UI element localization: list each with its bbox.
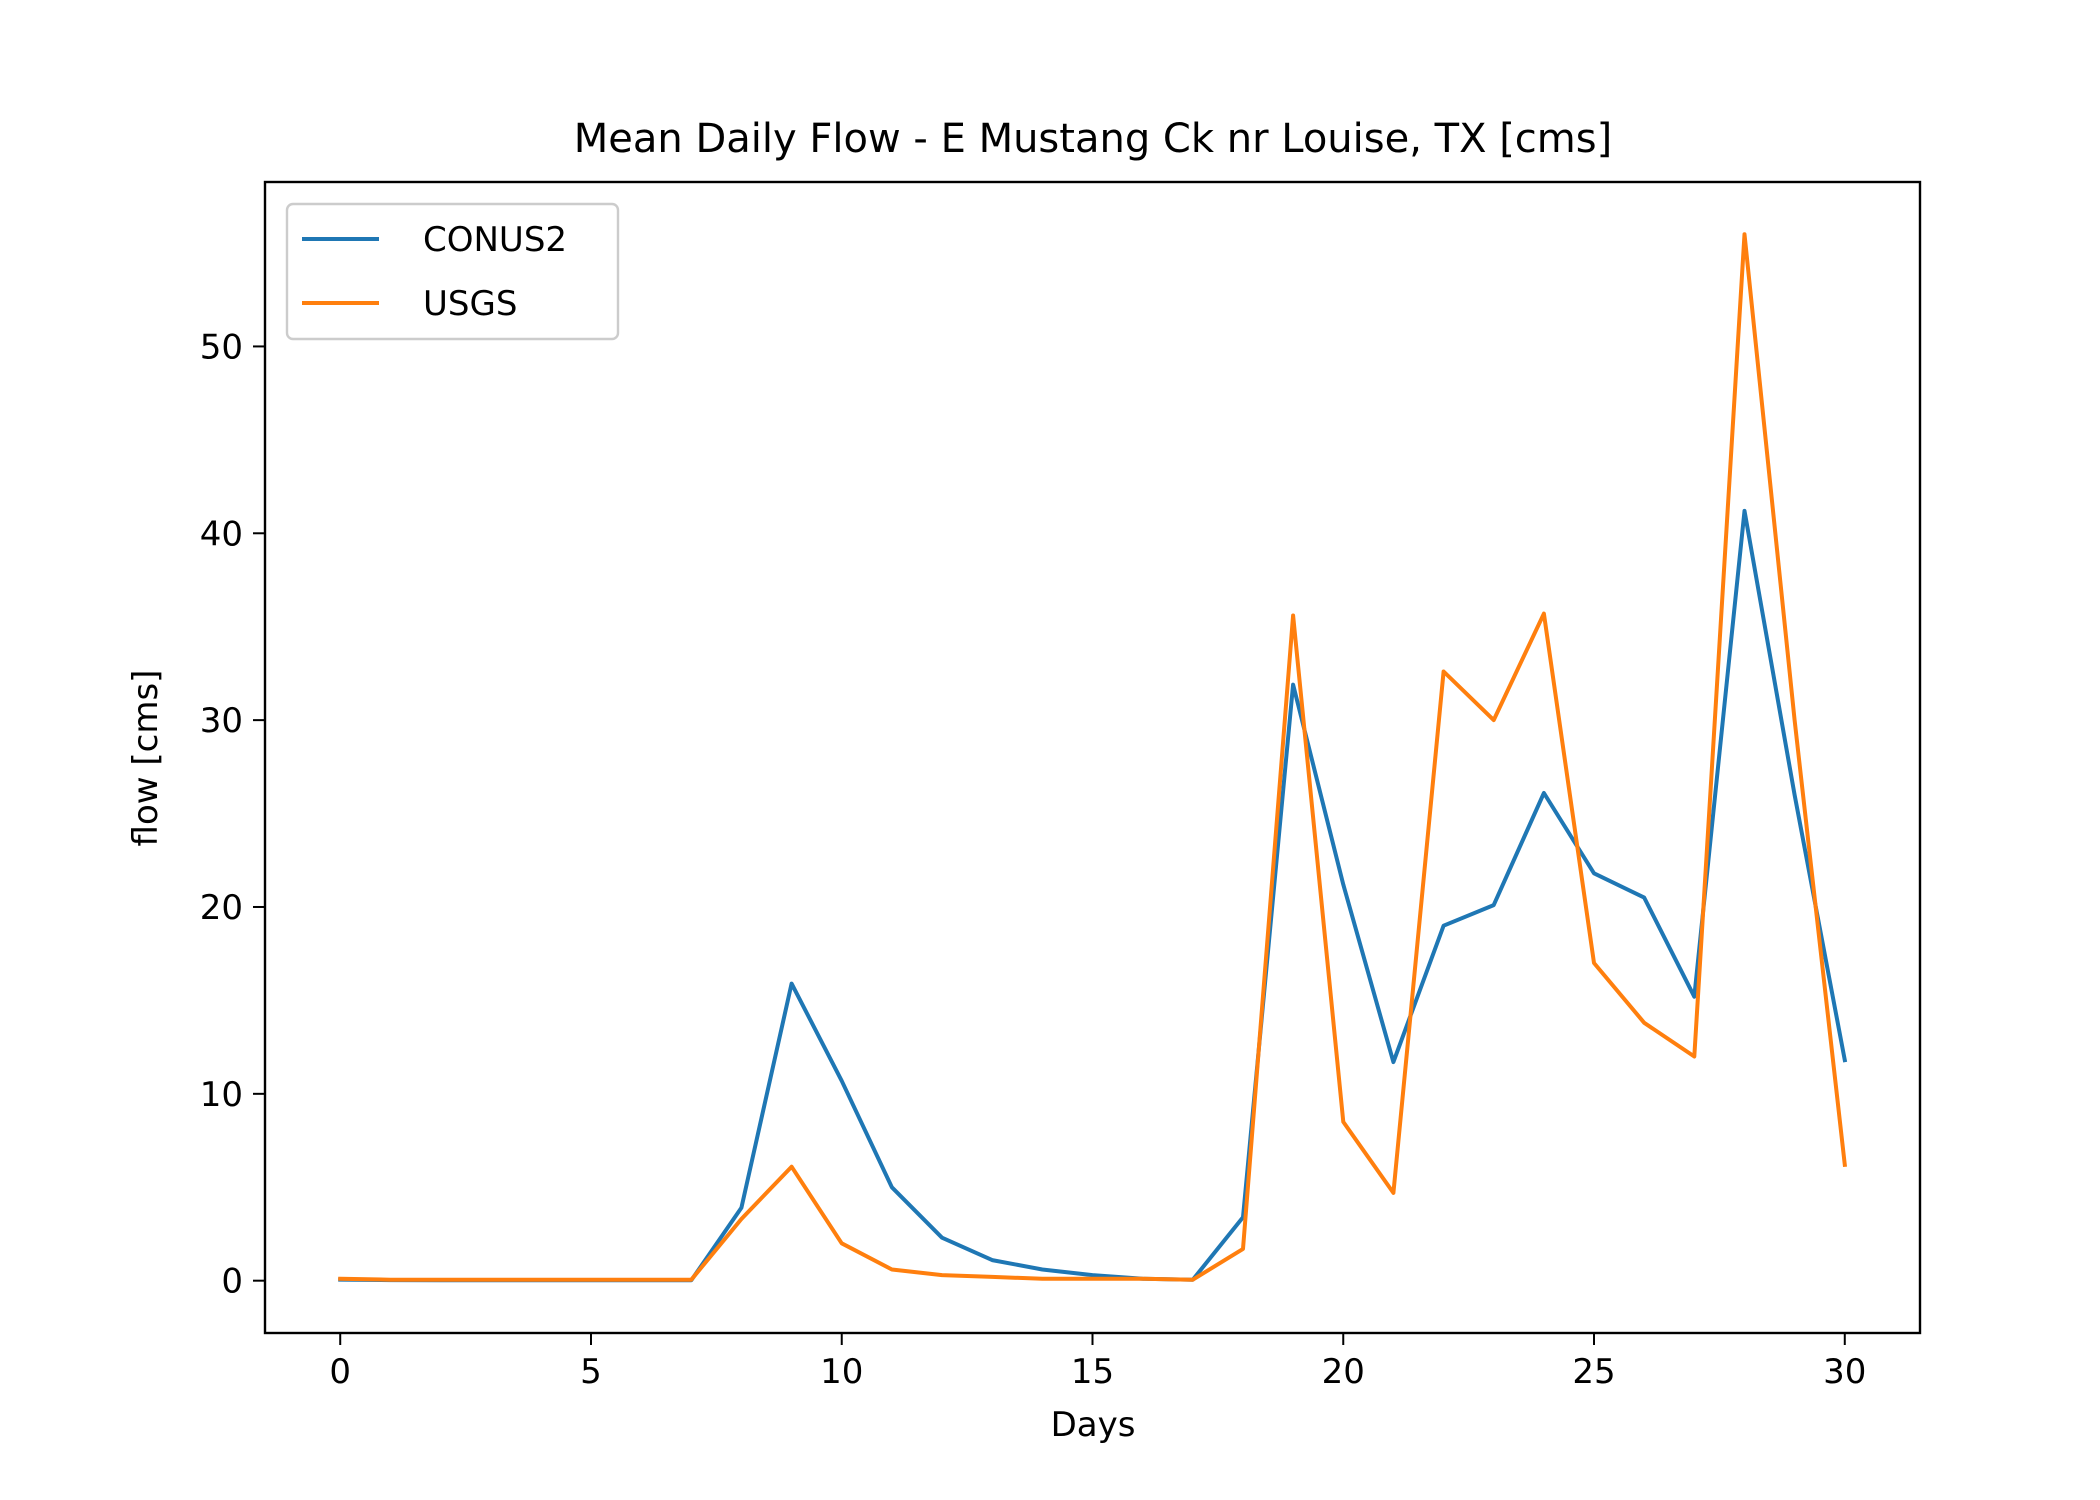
x-axis: 0 5 10 15 20 25 30 [329,1333,1866,1392]
x-tick-label: 25 [1572,1352,1615,1392]
legend-label-usgs: USGS [423,284,517,324]
y-tick-label: 30 [200,701,243,741]
series-layer [338,232,1848,1283]
x-tick-label: 15 [1071,1352,1114,1392]
legend-label-conus2: CONUS2 [423,220,567,260]
chart-title: Mean Daily Flow - E Mustang Ck nr Louise… [574,116,1612,162]
x-tick-label: 30 [1823,1352,1866,1392]
y-tick-label: 50 [200,327,243,367]
y-tick-label: 20 [200,888,243,928]
legend: CONUS2 USGS [285,202,620,341]
y-axis: 0 10 20 30 40 50 [200,327,265,1302]
y-tick-label: 40 [200,514,243,554]
x-tick-label: 20 [1322,1352,1365,1392]
y-tick-label: 0 [221,1262,243,1302]
x-tick-label: 5 [580,1352,602,1392]
y-tick-label: 10 [200,1075,243,1115]
series-line-usgs [338,232,1848,1282]
x-tick-label: 10 [820,1352,863,1392]
x-tick-label: 0 [329,1352,351,1392]
y-axis-label: flow [cms] [126,670,166,847]
x-axis-label: Days [1051,1405,1136,1445]
